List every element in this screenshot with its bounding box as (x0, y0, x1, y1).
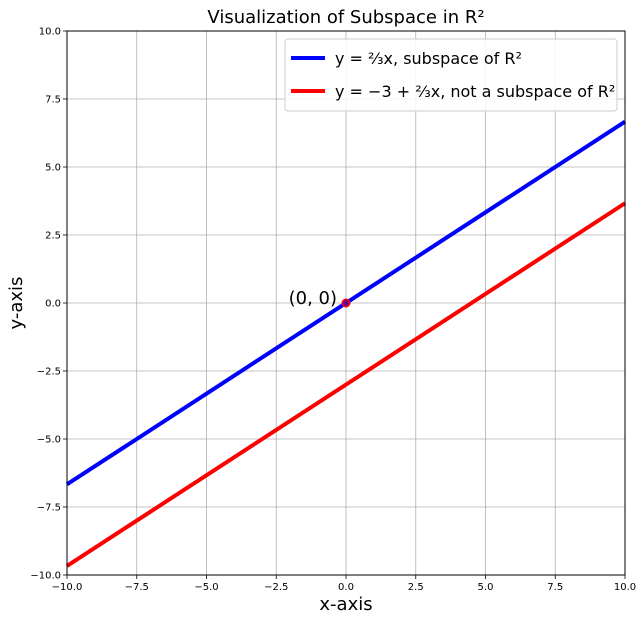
x-tick-label: −2.5 (264, 582, 288, 593)
x-tick-label: 0.0 (338, 582, 354, 593)
origin-marker-overlap (343, 300, 349, 306)
y-tick-label: 5.0 (45, 163, 61, 174)
x-tick-label: 5.0 (478, 582, 494, 593)
y-tick-label: −10.0 (30, 571, 61, 582)
x-axis-label: x-axis (319, 594, 372, 615)
x-tick-label: 2.5 (408, 582, 424, 593)
markers (341, 298, 351, 308)
x-tick-label: −5.0 (194, 582, 218, 593)
y-axis-label: y-axis (6, 277, 27, 330)
legend-box (284, 38, 618, 112)
legend-label-2: y = −3 + ⅔x, not a subspace of R² (335, 82, 615, 101)
y-tick-label: 10.0 (39, 27, 61, 38)
y-tick-label: 7.5 (45, 95, 61, 106)
legend: y = ⅔x, subspace of R² y = −3 + ⅔x, not a… (284, 38, 618, 112)
y-tick-label: −7.5 (37, 503, 61, 514)
chart-title: Visualization of Subspace in R² (207, 7, 484, 28)
x-tick-label: 10.0 (614, 582, 636, 593)
x-tick-label: 7.5 (547, 582, 563, 593)
origin-annotation: (0, 0) (289, 288, 337, 309)
y-tick-label: 0.0 (45, 299, 61, 310)
plot-frame (66, 30, 626, 576)
x-tick-label: −7.5 (125, 582, 149, 593)
x-ticks: −10.0 −7.5 −5.0 −2.5 0.0 2.5 5.0 7.5 10.0 (52, 575, 636, 593)
y-tick-label: 2.5 (45, 231, 61, 242)
y-tick-label: −2.5 (37, 367, 61, 378)
y-tick-label: −5.0 (37, 435, 61, 446)
series-line-2 (65, 201, 627, 568)
y-ticks: −10.0 −7.5 −5.0 −2.5 0.0 2.5 5.0 7.5 10.0 (30, 27, 67, 582)
x-tick-label: −10.0 (52, 582, 83, 593)
legend-label-1: y = ⅔x, subspace of R² (335, 49, 522, 68)
